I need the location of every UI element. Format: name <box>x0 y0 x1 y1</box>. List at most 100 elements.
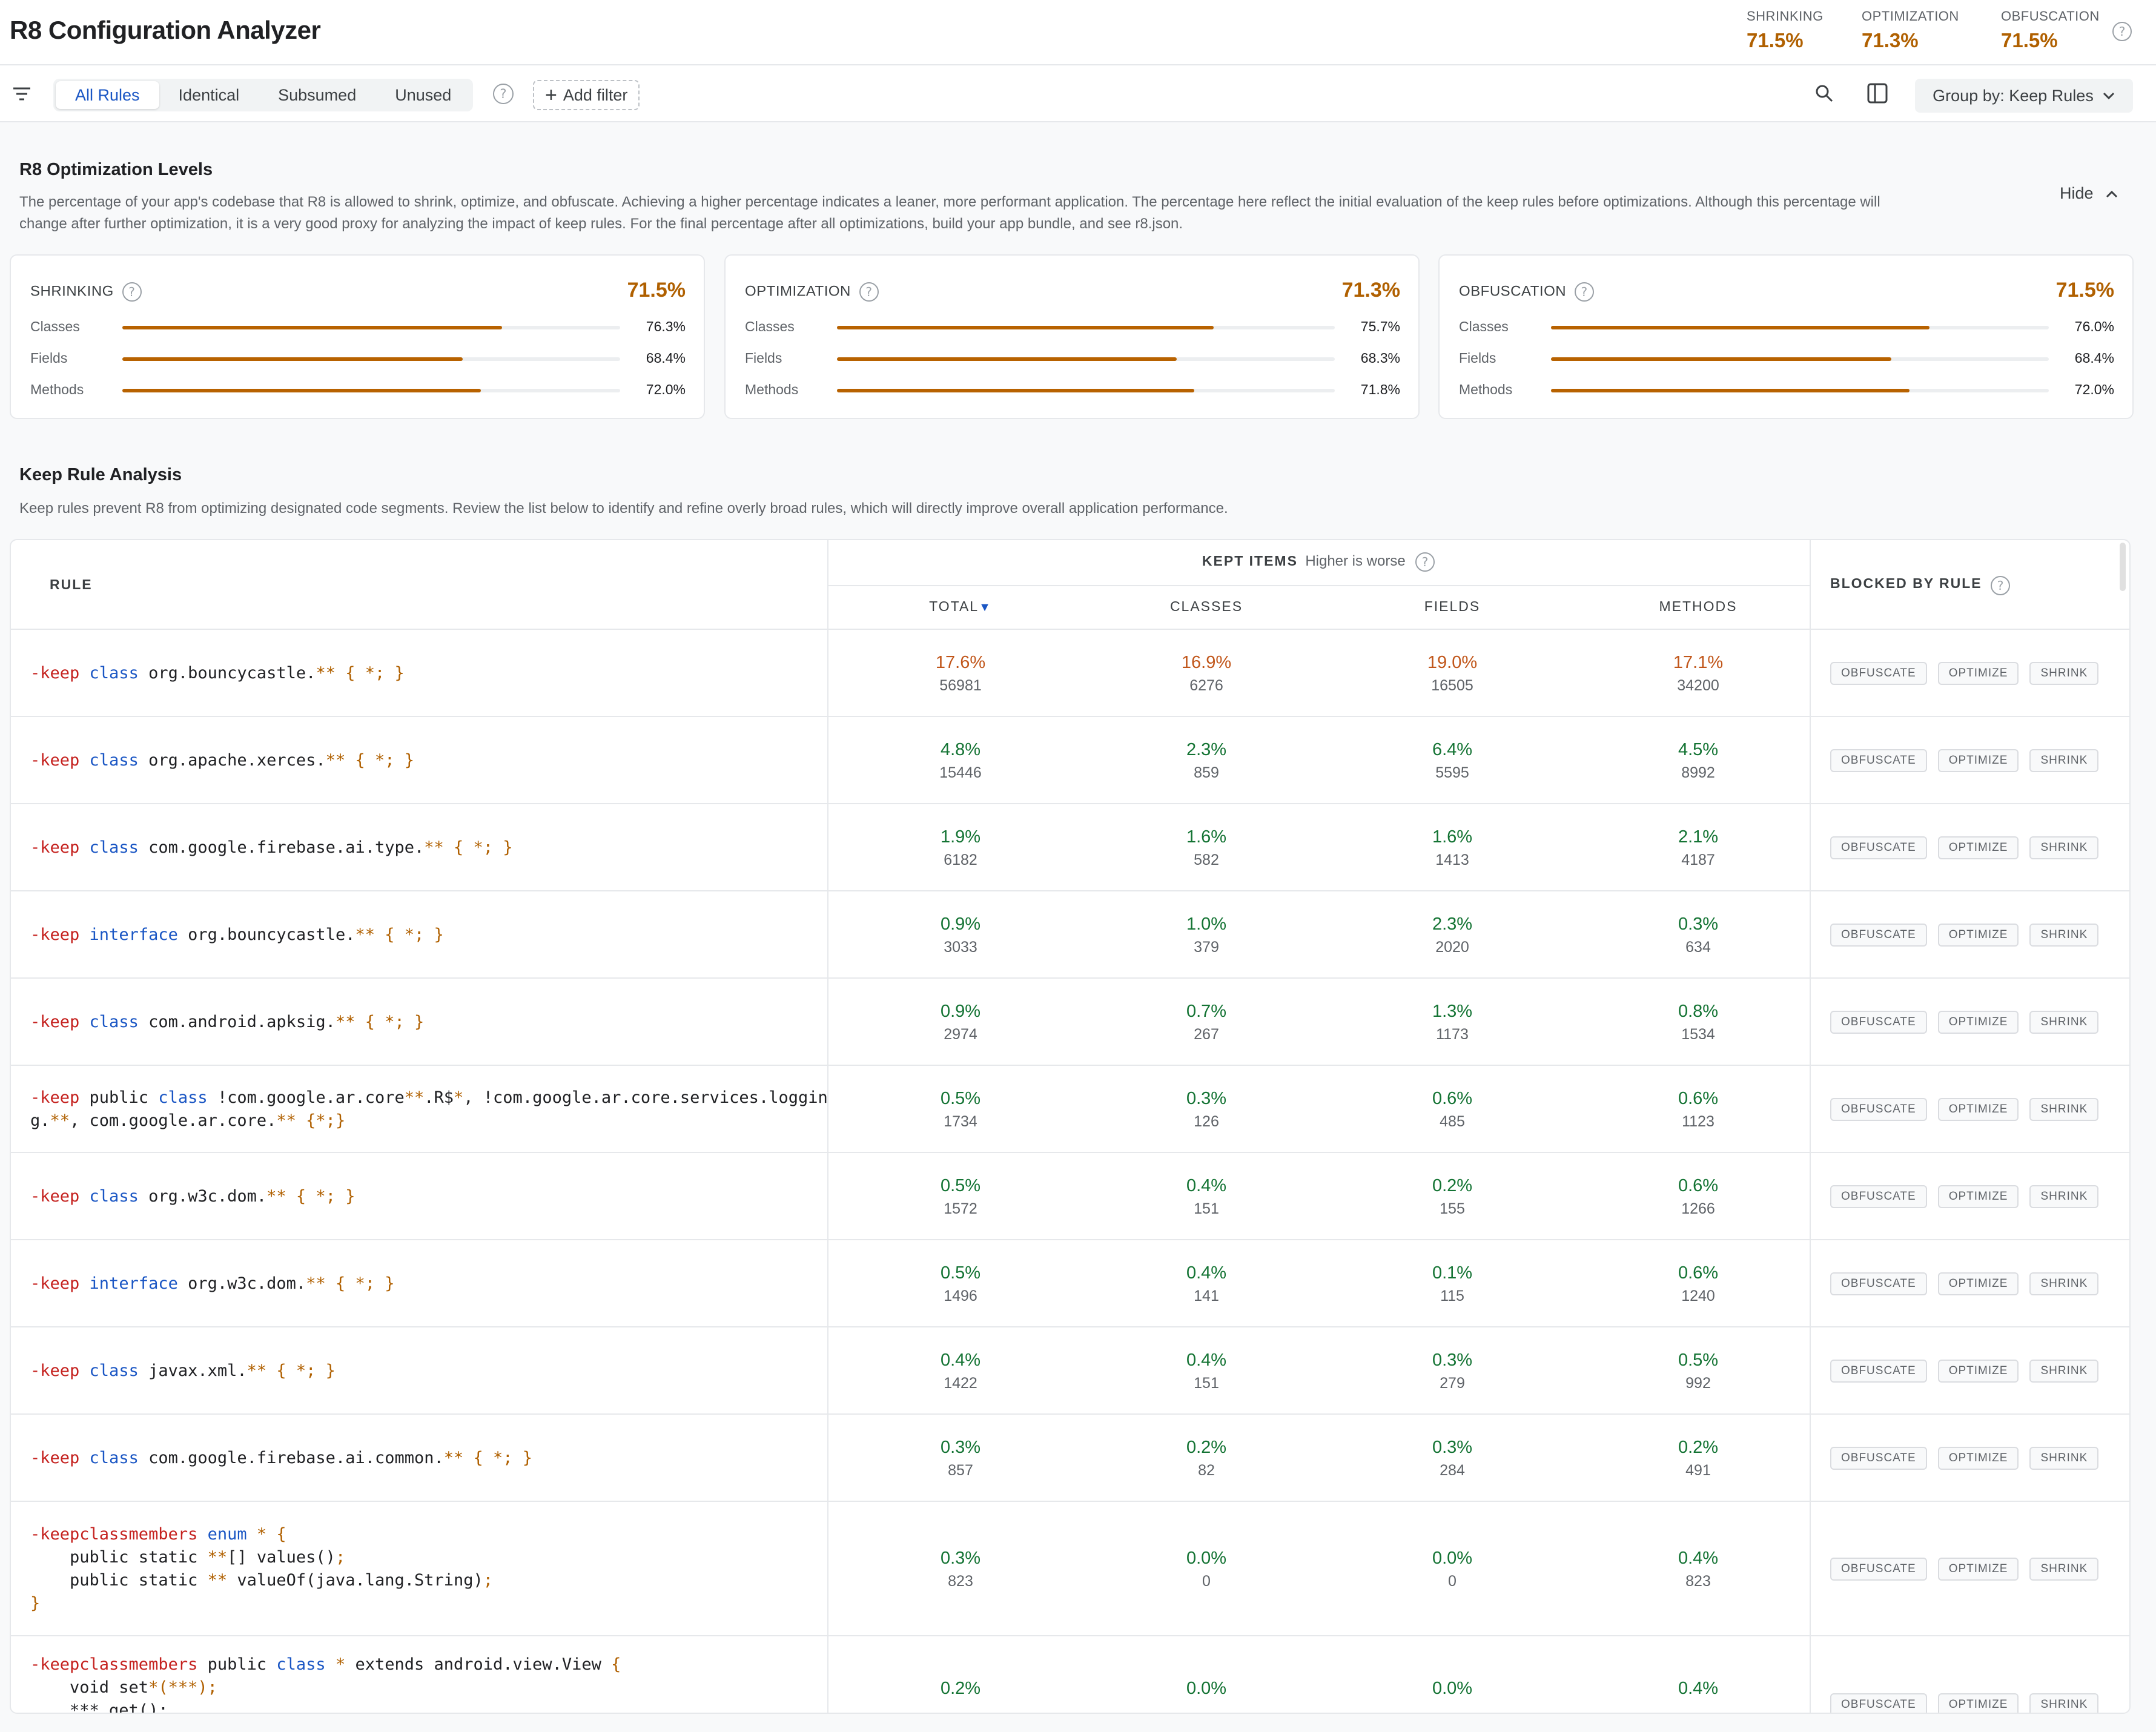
total-percentage: 0.9% <box>940 1002 981 1021</box>
chip-shrink[interactable]: SHRINK <box>2029 749 2099 772</box>
total-cell: 4.8% 15446 <box>888 738 1033 784</box>
fields-cell: 0.3% 284 <box>1380 1435 1525 1481</box>
tab-all-rules[interactable]: All Rules <box>56 81 159 109</box>
chip-obfuscate[interactable]: OBFUSCATE <box>1830 1272 1927 1295</box>
chip-optimize[interactable]: OPTIMIZE <box>1937 836 2019 859</box>
chip-optimize[interactable]: OPTIMIZE <box>1937 749 2019 772</box>
chip-shrink[interactable]: SHRINK <box>2029 1558 2099 1581</box>
header-classes[interactable]: CLASSES <box>1169 598 1243 614</box>
chip-shrink[interactable]: SHRINK <box>2029 662 2099 685</box>
table-row[interactable]: -keep class com.android.apksig.** { *; }… <box>11 977 2129 1066</box>
progress-fill <box>122 389 481 392</box>
progress-track <box>1551 357 2049 361</box>
methods-cell: 0.2% 491 <box>1625 1435 1771 1481</box>
table-row[interactable]: -keep class org.w3c.dom.** { *; } 0.5% 157… <box>11 1152 2129 1240</box>
table-row[interactable]: -keep class com.google.firebase.ai.commo… <box>11 1413 2129 1502</box>
chip-obfuscate[interactable]: OBFUSCATE <box>1830 1360 1927 1383</box>
table-row[interactable]: -keep class org.apache.xerces.** { *; } 4… <box>11 716 2129 804</box>
hide-button[interactable]: Hide <box>2060 184 2118 203</box>
table-row[interactable]: -keep class org.bouncycastle.** { *; } 17… <box>11 629 2129 717</box>
table-row[interactable]: -keepclassmembers enum * { public static… <box>11 1501 2129 1636</box>
chip-shrink[interactable]: SHRINK <box>2029 1098 2099 1121</box>
rule-line: void set*(***); <box>30 1676 621 1699</box>
tab-unused[interactable]: Unused <box>395 85 452 104</box>
help-icon[interactable]: ? <box>2112 22 2132 41</box>
add-filter-button[interactable]: + Add filter <box>533 80 640 110</box>
tab-subsumed[interactable]: Subsumed <box>278 85 357 104</box>
methods-percentage: 2.1% <box>1678 827 1719 847</box>
chip-obfuscate[interactable]: OBFUSCATE <box>1830 749 1927 772</box>
chip-obfuscate[interactable]: OBFUSCATE <box>1830 1693 1927 1713</box>
header-methods[interactable]: METHODS <box>1659 598 1738 614</box>
help-icon[interactable]: ? <box>1575 282 1595 302</box>
group-by-select[interactable]: Group by: Keep Rules <box>1915 79 2133 113</box>
fields-percentage: 2.3% <box>1432 914 1473 934</box>
chip-shrink[interactable]: SHRINK <box>2029 1011 2099 1034</box>
chip-obfuscate[interactable]: OBFUSCATE <box>1830 1011 1927 1034</box>
fields-cell: 19.0% 16505 <box>1380 650 1525 696</box>
chip-optimize[interactable]: OPTIMIZE <box>1937 1098 2019 1121</box>
help-icon[interactable]: ? <box>1415 552 1435 572</box>
chip-obfuscate[interactable]: OBFUSCATE <box>1830 1098 1927 1121</box>
chip-shrink[interactable]: SHRINK <box>2029 836 2099 859</box>
header-rule[interactable]: RULE <box>50 577 93 592</box>
table-row[interactable]: -keep class com.google.firebase.ai.type.… <box>11 803 2129 891</box>
chip-optimize[interactable]: OPTIMIZE <box>1937 1360 2019 1383</box>
rule-token: ** <box>207 1571 228 1590</box>
filter-icon[interactable] <box>12 85 31 103</box>
chip-optimize[interactable]: OPTIMIZE <box>1937 1272 2019 1295</box>
help-icon[interactable]: ? <box>1991 575 2011 595</box>
fields-count: 1413 <box>1435 851 1469 868</box>
chip-shrink[interactable]: SHRINK <box>2029 924 2099 947</box>
chip-obfuscate[interactable]: OBFUSCATE <box>1830 1185 1927 1208</box>
chip-optimize[interactable]: OPTIMIZE <box>1937 1693 2019 1713</box>
chip-shrink[interactable]: SHRINK <box>2029 1693 2099 1713</box>
chip-shrink[interactable]: SHRINK <box>2029 1272 2099 1295</box>
table-row[interactable]: -keepclassmembers public class * extends… <box>11 1635 2129 1713</box>
chip-optimize[interactable]: OPTIMIZE <box>1937 924 2019 947</box>
chip-optimize[interactable]: OPTIMIZE <box>1937 1185 2019 1208</box>
classes-percentage: 2.3% <box>1186 740 1227 759</box>
chip-shrink[interactable]: SHRINK <box>2029 1447 2099 1470</box>
table-row[interactable]: -keep interface org.bouncycastle.** { *;… <box>11 890 2129 979</box>
fields-cell: 0.0% 0 <box>1380 1546 1525 1592</box>
tab-identical[interactable]: Identical <box>178 85 240 104</box>
total-cell: 0.3% 857 <box>888 1435 1033 1481</box>
chip-optimize[interactable]: OPTIMIZE <box>1937 662 2019 685</box>
help-icon[interactable]: ? <box>122 282 142 302</box>
rules-table: RULE KEPT ITEMS Higher is worse ? TOTAL▼… <box>10 539 2131 1714</box>
progress-fill <box>837 326 1214 329</box>
table-row[interactable]: -keep class javax.xml.** { *; } 0.4% 1422 0… <box>11 1326 2129 1415</box>
rule-line: -keepclassmembers public class * extends… <box>30 1653 621 1676</box>
chip-obfuscate[interactable]: OBFUSCATE <box>1830 1447 1927 1470</box>
header-fields[interactable]: FIELDS <box>1424 598 1481 614</box>
rule-token <box>79 1274 89 1293</box>
search-icon[interactable] <box>1814 84 1834 103</box>
panel-icon[interactable] <box>1867 82 1888 104</box>
rule-token: public <box>197 1655 277 1674</box>
chip-optimize[interactable]: OPTIMIZE <box>1937 1558 2019 1581</box>
chip-obfuscate[interactable]: OBFUSCATE <box>1830 836 1927 859</box>
analysis-title: Keep Rule Analysis <box>19 465 182 484</box>
table-row[interactable]: -keep public class !com.google.ar.core**… <box>11 1065 2129 1153</box>
table-scrollbar[interactable] <box>2120 543 2126 591</box>
help-icon[interactable]: ? <box>859 282 879 302</box>
chip-obfuscate[interactable]: OBFUSCATE <box>1830 1558 1927 1581</box>
chip-shrink[interactable]: SHRINK <box>2029 1185 2099 1208</box>
progress-track <box>1551 326 2049 329</box>
chip-obfuscate[interactable]: OBFUSCATE <box>1830 924 1927 947</box>
rule-token: * <box>454 1088 464 1107</box>
chip-optimize[interactable]: OPTIMIZE <box>1937 1447 2019 1470</box>
methods-count: 823 <box>1685 1573 1711 1590</box>
header-total[interactable]: TOTAL▼ <box>854 598 1067 615</box>
fields-count: 2020 <box>1435 939 1469 956</box>
rule-text: -keep class org.bouncycastle.** { *; } <box>30 662 405 685</box>
total-cell: 0.2% <box>888 1676 1033 1701</box>
help-icon[interactable]: ? <box>493 84 514 104</box>
table-row[interactable]: -keep interface org.w3c.dom.** { *; } 0.5… <box>11 1239 2129 1327</box>
chip-obfuscate[interactable]: OBFUSCATE <box>1830 662 1927 685</box>
fields-cell: 0.3% 279 <box>1380 1348 1525 1394</box>
chip-shrink[interactable]: SHRINK <box>2029 1360 2099 1383</box>
blocked-by-chips: OBFUSCATE OPTIMIZE SHRINK <box>1830 1558 2099 1581</box>
chip-optimize[interactable]: OPTIMIZE <box>1937 1011 2019 1034</box>
